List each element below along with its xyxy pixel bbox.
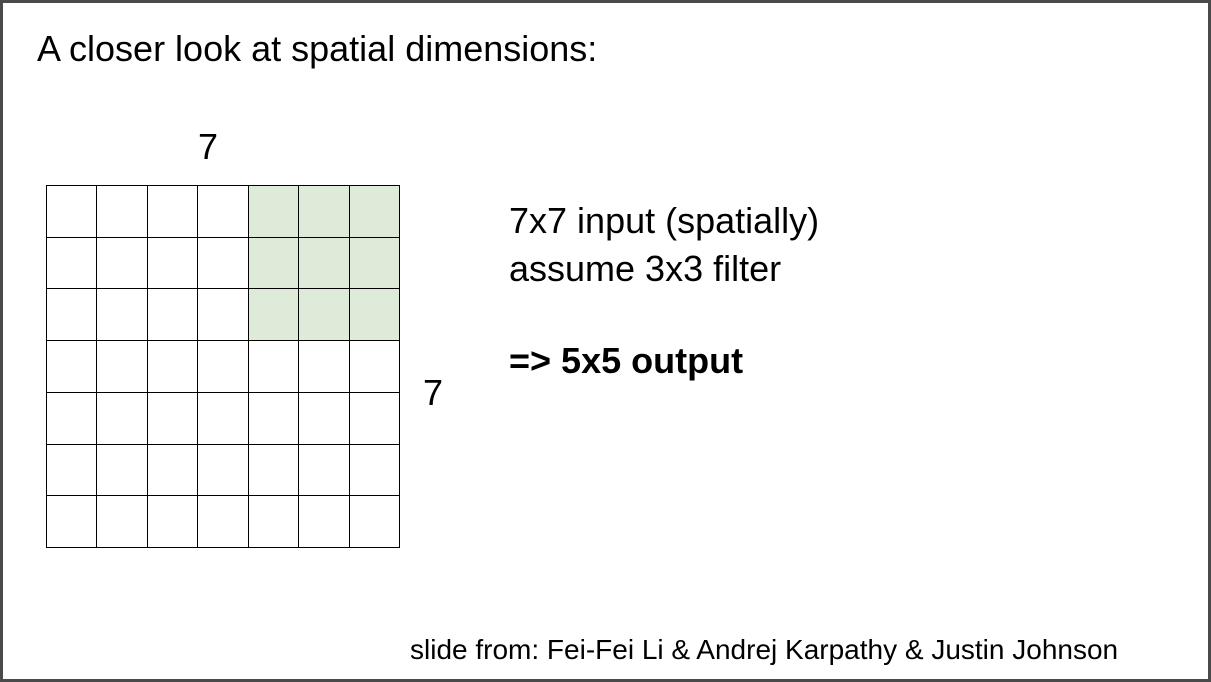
slide-credit: slide from: Fei-Fei Li & Andrej Karpathy… bbox=[410, 634, 1119, 665]
grid-cell bbox=[198, 186, 249, 238]
filter-cell bbox=[299, 186, 350, 238]
filter-cell bbox=[248, 289, 300, 342]
grid-cell bbox=[97, 444, 148, 497]
grid-cell bbox=[147, 392, 199, 445]
filter-cell bbox=[349, 289, 400, 342]
grid-cell bbox=[97, 186, 148, 238]
grid-cell bbox=[198, 289, 249, 342]
grid-cell bbox=[198, 444, 249, 497]
grid-cell bbox=[147, 496, 199, 548]
grid-cell bbox=[349, 341, 400, 393]
grid-cell bbox=[248, 496, 300, 548]
filter-cell bbox=[349, 237, 400, 290]
slide-title: A closer look at spatial dimensions: bbox=[37, 28, 598, 69]
grid-cell bbox=[299, 496, 350, 548]
info-line-filter: assume 3x3 filter bbox=[509, 248, 782, 289]
grid-cell bbox=[97, 289, 148, 342]
grid-cell bbox=[299, 392, 350, 445]
info-line-input: 7x7 input (spatially) bbox=[509, 200, 820, 241]
grid-cell bbox=[198, 237, 249, 290]
grid-cell bbox=[299, 341, 350, 393]
grid-width-label: 7 bbox=[198, 126, 219, 167]
grid-cell bbox=[248, 341, 300, 393]
grid-cell bbox=[47, 392, 98, 445]
grid-cell bbox=[248, 444, 300, 497]
grid-cell bbox=[248, 392, 300, 445]
grid-cell bbox=[349, 392, 400, 445]
info-line-result: => 5x5 output bbox=[509, 340, 744, 381]
input-grid bbox=[46, 185, 400, 548]
grid-cell bbox=[198, 392, 249, 445]
grid-cell bbox=[97, 392, 148, 445]
grid-cell bbox=[147, 186, 199, 238]
filter-cell bbox=[248, 237, 300, 290]
grid-cell bbox=[147, 237, 199, 290]
grid-cell bbox=[47, 289, 98, 342]
grid-cell bbox=[299, 444, 350, 497]
grid-cell bbox=[198, 341, 249, 393]
grid-cell bbox=[97, 237, 148, 290]
grid-height-label: 7 bbox=[423, 372, 444, 413]
grid-cell bbox=[198, 496, 249, 548]
grid-cell bbox=[147, 444, 199, 497]
grid-cell bbox=[47, 496, 98, 548]
grid-cell bbox=[47, 237, 98, 290]
grid-cell bbox=[47, 341, 98, 393]
grid-cell bbox=[47, 444, 98, 497]
filter-cell bbox=[299, 289, 350, 342]
filter-cell bbox=[248, 186, 300, 238]
grid-cell bbox=[97, 341, 148, 393]
grid-cell bbox=[349, 496, 400, 548]
info-text: 7x7 input (spatially) assume 3x3 filter … bbox=[509, 197, 819, 385]
grid-cell bbox=[147, 341, 199, 393]
grid-cell bbox=[349, 444, 400, 497]
grid-cell bbox=[97, 496, 148, 548]
filter-cell bbox=[299, 237, 350, 290]
filter-cell bbox=[349, 186, 400, 238]
grid-cell bbox=[47, 186, 98, 238]
grid-cell bbox=[147, 289, 199, 342]
